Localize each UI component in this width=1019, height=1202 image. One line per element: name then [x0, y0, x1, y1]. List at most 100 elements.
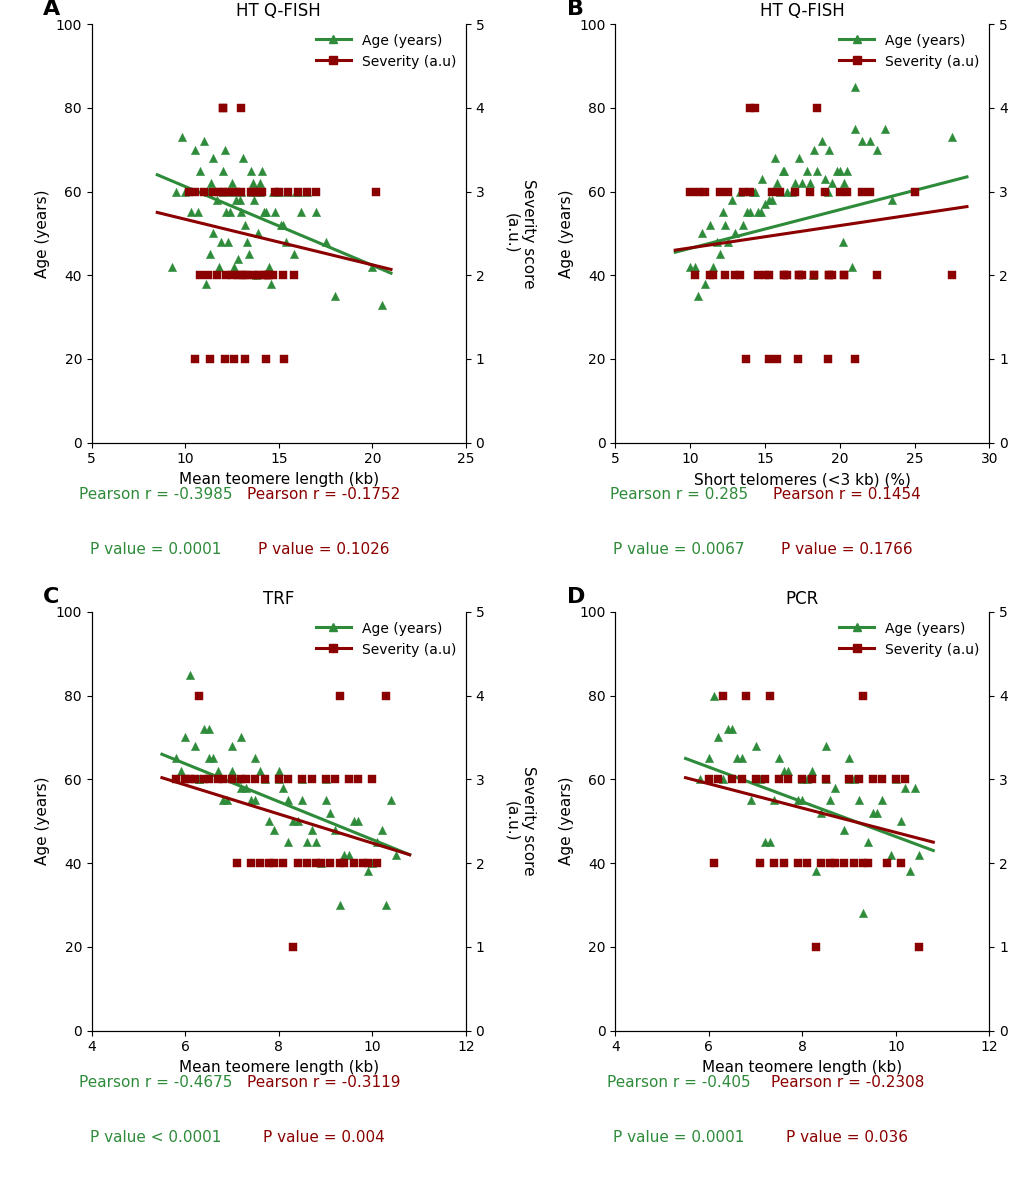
Point [177, 769, 194, 789]
Point [823, 266, 840, 285]
Point [303, 769, 319, 789]
Point [727, 266, 743, 285]
Point [853, 132, 869, 151]
Point [317, 769, 333, 789]
Point [741, 182, 757, 201]
Point [233, 728, 250, 748]
Point [770, 749, 787, 768]
Text: C: C [43, 587, 59, 607]
Point [714, 686, 731, 706]
Point [741, 203, 757, 222]
Point [686, 257, 702, 276]
Point [689, 182, 705, 201]
Point [254, 161, 270, 180]
Point [854, 686, 870, 706]
Point [267, 203, 283, 222]
Point [269, 182, 285, 201]
Point [364, 769, 380, 789]
Point [265, 266, 281, 285]
Point [224, 173, 240, 192]
Point [252, 761, 268, 780]
Point [883, 190, 900, 209]
Point [760, 266, 776, 285]
Point [821, 853, 838, 873]
Point [751, 853, 767, 873]
Y-axis label: Age (years): Age (years) [558, 189, 573, 278]
Point [729, 749, 745, 768]
Point [289, 853, 306, 873]
Point [774, 761, 791, 780]
X-axis label: Mean teomere length (kb): Mean teomere length (kb) [702, 1060, 902, 1075]
Point [749, 266, 765, 285]
Point [775, 266, 792, 285]
Point [205, 749, 221, 768]
Point [804, 266, 820, 285]
Point [275, 778, 291, 797]
Point [214, 182, 230, 201]
Point [299, 833, 315, 852]
Point [250, 224, 266, 243]
Point [287, 182, 304, 201]
Point [186, 737, 203, 756]
Text: Pearson r = -0.4675: Pearson r = -0.4675 [78, 1075, 232, 1090]
Point [761, 686, 777, 706]
Point [882, 845, 899, 864]
Point [191, 769, 207, 789]
Point [224, 266, 240, 285]
Point [261, 811, 277, 831]
Point [817, 769, 834, 789]
Point [756, 769, 772, 789]
Point [368, 182, 384, 201]
Point [218, 203, 234, 222]
Point [373, 820, 389, 839]
Point [823, 173, 840, 192]
Point [322, 853, 338, 873]
Point [233, 99, 250, 118]
Point [270, 769, 286, 789]
Text: P value = 0.1766: P value = 0.1766 [781, 542, 912, 558]
Point [293, 791, 310, 810]
Point [218, 266, 234, 285]
Point [768, 173, 785, 192]
Point [808, 99, 824, 118]
Point [284, 938, 301, 957]
Point [771, 182, 788, 201]
Point [192, 161, 208, 180]
Point [201, 749, 217, 768]
Point [705, 686, 721, 706]
Point [196, 182, 212, 201]
Point [243, 853, 259, 873]
Point [350, 811, 366, 831]
Point [214, 99, 230, 118]
Point [708, 232, 725, 251]
Point [701, 215, 717, 234]
Point [214, 182, 230, 201]
Point [868, 266, 884, 285]
Point [897, 769, 913, 789]
Point [868, 139, 884, 159]
Point [205, 148, 221, 167]
Point [167, 749, 183, 768]
Point [278, 232, 294, 251]
Point [756, 266, 772, 285]
Point [770, 769, 787, 789]
Point [293, 769, 310, 789]
Text: P value = 0.004: P value = 0.004 [263, 1130, 384, 1146]
Point [715, 266, 732, 285]
Point [299, 182, 315, 201]
Point [238, 232, 255, 251]
Point [191, 686, 207, 706]
Point [355, 853, 371, 873]
Point [233, 769, 250, 789]
Point [738, 203, 754, 222]
Point [238, 266, 255, 285]
Point [196, 720, 212, 739]
Point [248, 182, 264, 201]
Point [892, 811, 908, 831]
Point [839, 161, 855, 180]
Point [841, 769, 857, 789]
Point [219, 791, 235, 810]
Point [853, 182, 869, 201]
X-axis label: Mean teomere length (kb): Mean teomere length (kb) [178, 1060, 378, 1075]
Point [272, 215, 288, 234]
